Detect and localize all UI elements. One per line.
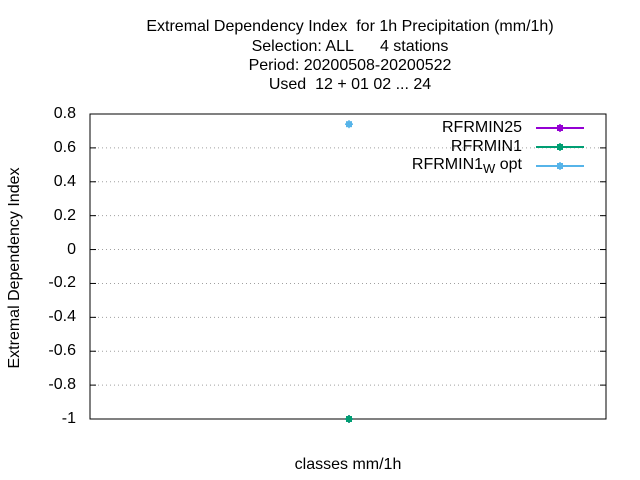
y-tick-label: 0.8: [53, 105, 76, 122]
legend-label-3: RFRMIN1W opt: [412, 156, 522, 176]
y-axis-label: Extremal Dependency Index: [6, 167, 23, 369]
y-tick-label: 0.6: [53, 138, 76, 156]
chart-title-line-2: Selection: ALL 4 stations: [251, 38, 449, 55]
legend-label-main: RFRMIN1: [411, 156, 484, 173]
y-tick-label: -0.8: [48, 376, 76, 394]
legend-label-tail: opt: [495, 156, 522, 173]
chart-title-line-1: Extremal Dependency Index for 1h Precipi…: [146, 18, 554, 35]
x-axis-label: classes mm/1h: [294, 456, 402, 473]
y-tick-label: -1: [61, 410, 76, 427]
chart-title-line-3: Period: 20200508-20200522: [248, 57, 452, 74]
y-tick-label: -0.2: [48, 274, 76, 292]
y-tick-label: 0.4: [53, 172, 76, 190]
y-tick-label: -0.6: [48, 342, 76, 360]
chart-title-line-4: Used 12 + 01 02 ... 24: [268, 76, 432, 93]
y-tick-label: 0.2: [53, 206, 76, 224]
plot-frame: [89, 113, 607, 420]
legend-label-1: RFRMIN25: [441, 119, 522, 136]
legend-label-2: RFRMIN1: [450, 138, 522, 155]
y-tick-label: 0: [67, 240, 76, 258]
y-tick-label: -0.4: [48, 308, 76, 326]
legend-label-subscript: W: [483, 161, 496, 176]
